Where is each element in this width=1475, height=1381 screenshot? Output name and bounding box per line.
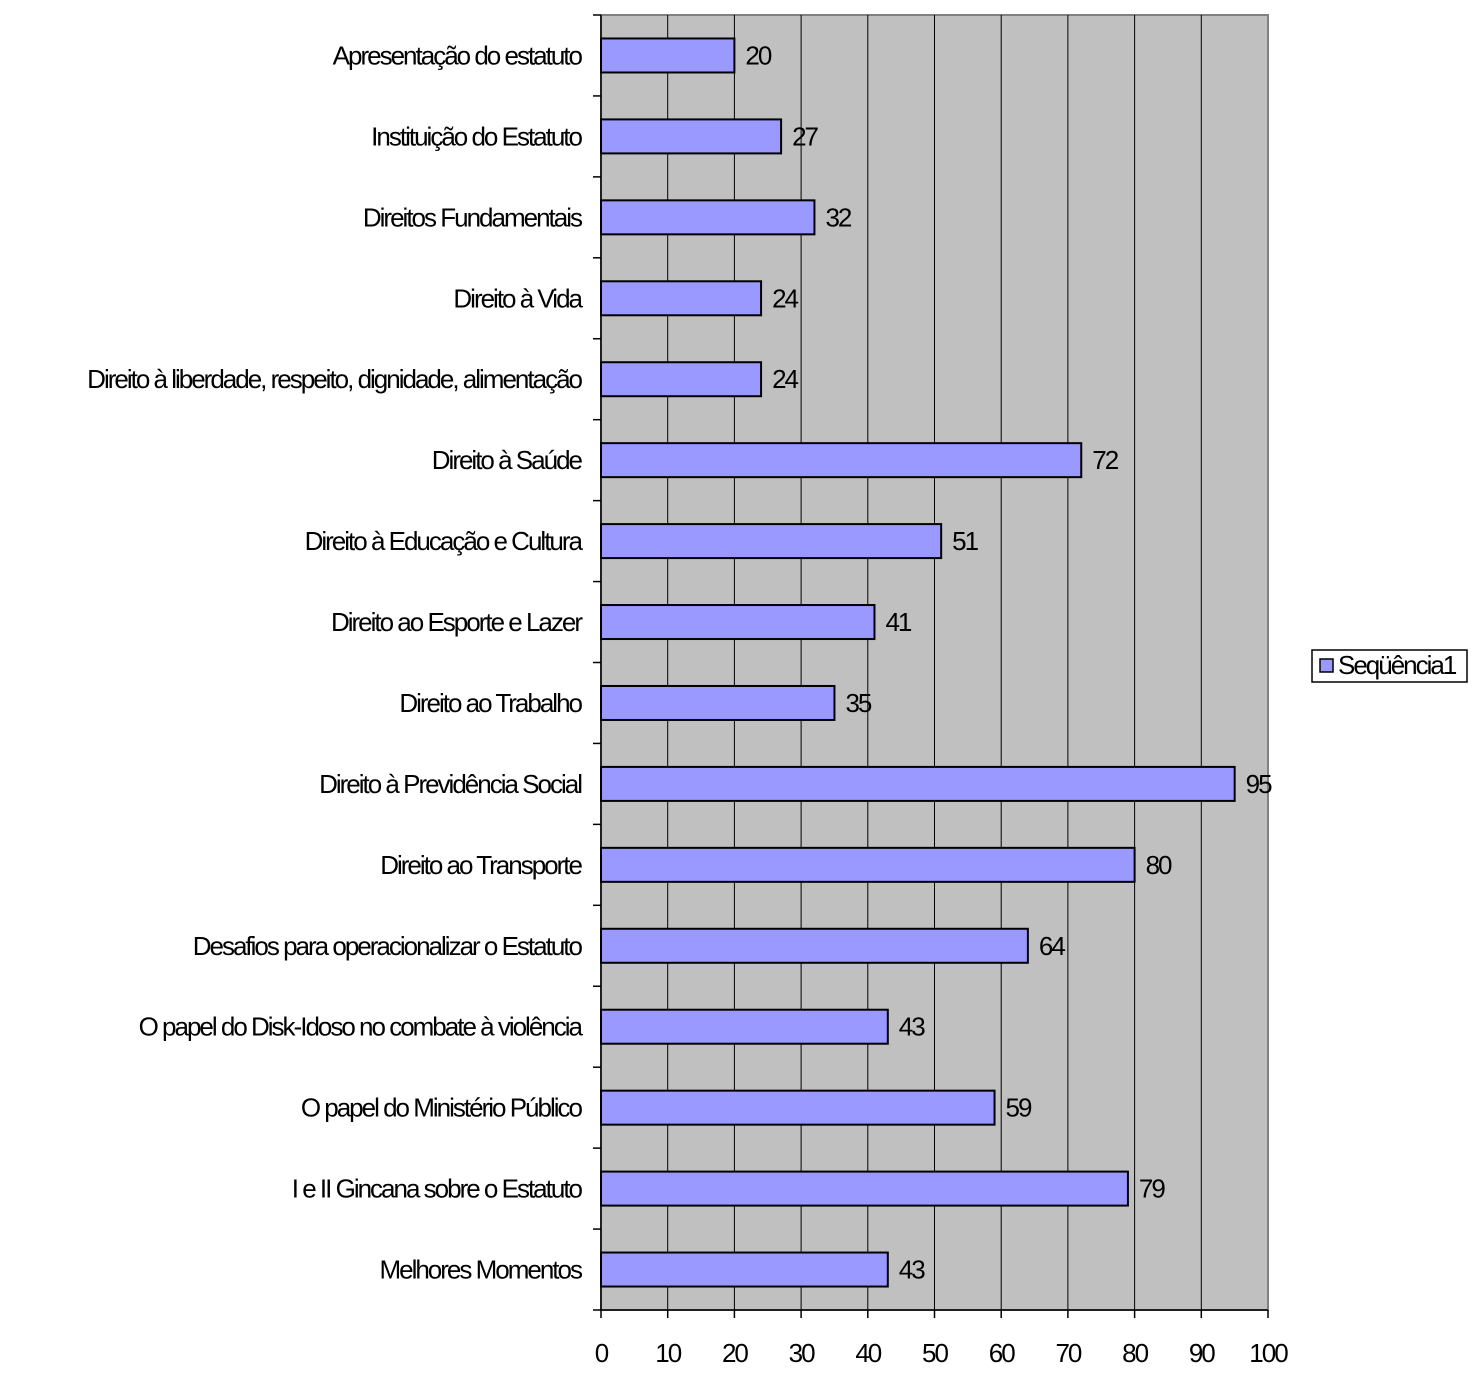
category-label: Direito à Vida [453, 283, 583, 313]
bar [600, 442, 1083, 479]
bar [600, 1008, 889, 1045]
category-label: Direito ao Esporte e Lazer [331, 607, 583, 637]
data-label: 80 [1146, 850, 1172, 880]
data-label: 59 [1006, 1093, 1032, 1123]
data-label: 35 [845, 688, 871, 718]
category-label: O papel do Disk-Idoso no combate à violê… [139, 1012, 584, 1042]
bar [600, 1089, 996, 1126]
data-label: 79 [1139, 1174, 1165, 1204]
category-label: Apresentação do estatuto [333, 40, 583, 70]
bar [600, 37, 736, 74]
x-tick-label: 30 [789, 1338, 815, 1368]
data-label: 27 [792, 121, 818, 151]
data-label: 24 [772, 364, 798, 394]
data-label: 95 [1246, 769, 1272, 799]
bar [600, 927, 1029, 964]
data-label: 43 [899, 1255, 925, 1285]
data-label: 24 [772, 283, 798, 313]
bar [600, 684, 836, 721]
category-label: O papel do Ministério Público [301, 1093, 583, 1123]
x-tick-label: 0 [595, 1338, 609, 1368]
bar [600, 523, 943, 560]
x-tick-label: 40 [855, 1338, 881, 1368]
bar [600, 118, 783, 155]
x-tick-label: 20 [722, 1338, 748, 1368]
data-label: 43 [899, 1012, 925, 1042]
category-label: Desafios para operacionalizar o Estatuto [193, 931, 583, 961]
data-label: 32 [825, 202, 851, 232]
x-tick-label: 100 [1249, 1338, 1288, 1368]
x-tick-label: 60 [989, 1338, 1015, 1368]
legend-swatch [1319, 658, 1334, 673]
data-label: 72 [1092, 445, 1118, 475]
bar [600, 199, 816, 236]
category-label: Melhores Momentos [379, 1255, 583, 1285]
bar [600, 280, 763, 317]
bar [600, 1251, 889, 1288]
legend-box [1311, 649, 1468, 683]
x-tick-label: 50 [922, 1338, 948, 1368]
category-label: Direito ao Transporte [380, 850, 582, 880]
x-tick-label: 10 [655, 1338, 681, 1368]
category-label: Direito ao Trabalho [399, 688, 582, 718]
category-label: Direitos Fundamentais [363, 202, 583, 232]
category-label: Direito à liberdade, respeito, dignidade… [87, 364, 582, 394]
legend: Seqüência1 [1311, 649, 1468, 683]
category-label: Direito à Saúde [432, 445, 583, 475]
bar [600, 1170, 1129, 1207]
x-tick-label: 70 [1055, 1338, 1081, 1368]
category-label: I e II Gincana sobre o Estatuto [292, 1174, 583, 1204]
data-label: 64 [1039, 931, 1065, 961]
bar [600, 765, 1236, 802]
x-tick-label: 90 [1189, 1338, 1215, 1368]
data-label: 41 [885, 607, 911, 637]
bar [600, 604, 876, 641]
bar [600, 361, 763, 398]
bar [600, 846, 1136, 883]
data-label: 20 [745, 40, 771, 70]
x-tick-label: 80 [1122, 1338, 1148, 1368]
category-label: Direito à Previdência Social [319, 769, 582, 799]
category-label: Direito à Educação e Cultura [305, 526, 584, 556]
legend-label: Seqüência1 [1338, 650, 1457, 680]
data-label: 51 [952, 526, 978, 556]
category-label: Instituição do Estatuto [371, 121, 582, 151]
